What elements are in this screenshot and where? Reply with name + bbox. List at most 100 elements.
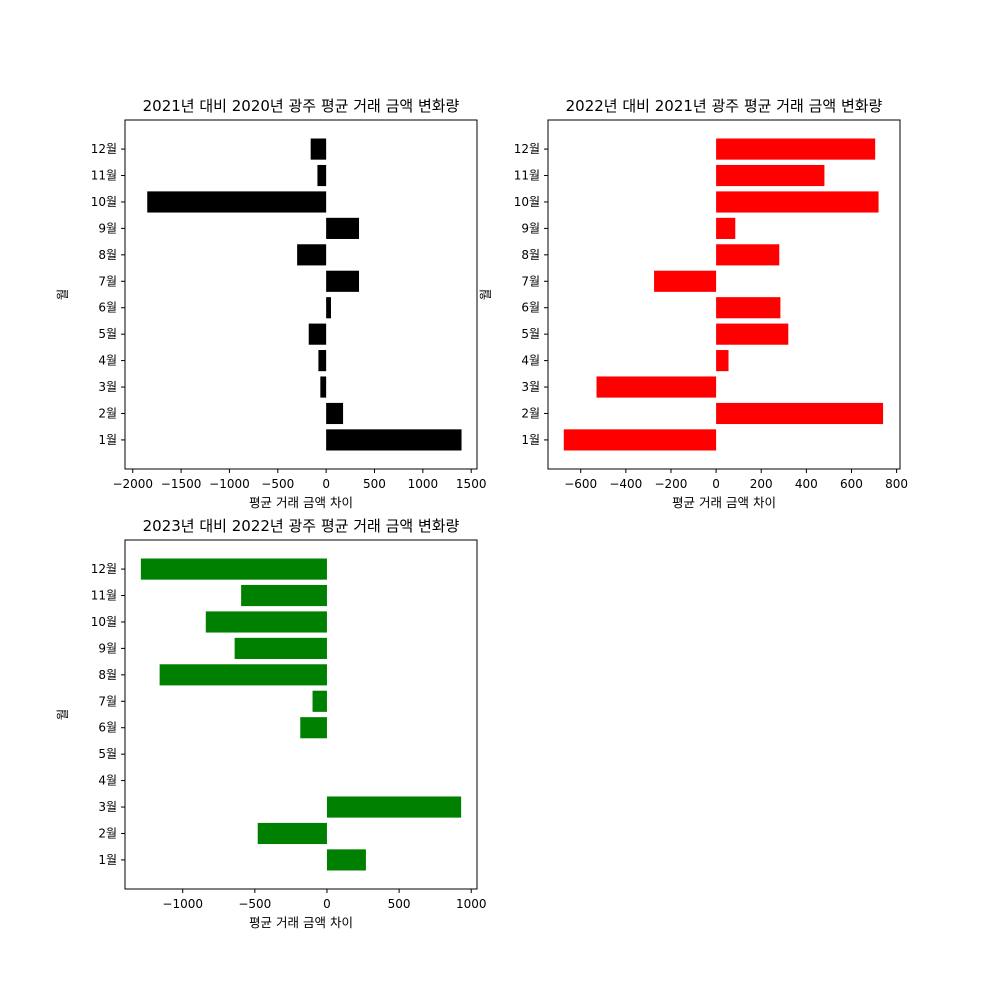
y-tick-label: 4월: [98, 774, 117, 788]
bar-8월: [159, 664, 327, 686]
y-axis-label: 월: [478, 289, 493, 301]
y-tick-label: 3월: [98, 380, 117, 394]
y-tick-label: 12월: [514, 142, 540, 156]
bar-5월: [308, 323, 327, 345]
y-tick-label: 3월: [98, 800, 117, 814]
x-tick-label: 0: [712, 477, 720, 491]
bar-7월: [654, 270, 717, 292]
bar-7월: [312, 690, 327, 712]
y-tick-label: 12월: [91, 562, 117, 576]
chart-2021-vs-2020: 2021년 대비 2020년 광주 평균 거래 금액 변화량 평균 거래 금액 …: [55, 97, 486, 510]
y-tick-label: 2월: [98, 826, 117, 840]
x-tick-label: 0: [322, 477, 330, 491]
y-tick-label: 11월: [514, 169, 540, 183]
bar-3월: [326, 796, 462, 818]
y-tick-label: 10월: [91, 195, 117, 209]
bar-12월: [310, 138, 327, 160]
x-tick-label: 800: [885, 477, 908, 491]
bar-3월: [320, 376, 327, 398]
y-tick-label: 7월: [98, 274, 117, 288]
bar-11월: [241, 584, 327, 607]
bar-8월: [716, 244, 780, 266]
x-axis-label: 평균 거래 금액 차이: [249, 495, 353, 510]
y-tick-label: 3월: [521, 380, 540, 394]
bar-3월: [596, 376, 717, 398]
bar-2월: [257, 822, 327, 845]
bar-10월: [147, 191, 327, 213]
y-tick-label: 2월: [98, 406, 117, 420]
bar-6월: [716, 297, 781, 319]
x-tick-label: 200: [750, 477, 773, 491]
x-axis-label: 평균 거래 금액 차이: [672, 495, 776, 510]
x-tick-label: −500: [261, 477, 294, 491]
chart-2023-vs-2022: 2023년 대비 2022년 광주 평균 거래 금액 변화량 평균 거래 금액 …: [55, 517, 487, 930]
y-tick-label: 1월: [98, 853, 117, 867]
y-tick-label: 11월: [91, 589, 117, 603]
bar-4월: [318, 350, 327, 372]
y-tick-label: 2월: [521, 406, 540, 420]
y-tick-label: 10월: [91, 615, 117, 629]
y-axis-label: 월: [55, 709, 70, 721]
chart-title: 2022년 대비 2021년 광주 평균 거래 금액 변화량: [566, 97, 883, 115]
y-tick-label: 8월: [98, 668, 117, 682]
y-tick-label: 10월: [514, 195, 540, 209]
y-tick-label: 5월: [521, 327, 540, 341]
bar-11월: [716, 164, 825, 187]
x-tick-label: 1000: [408, 477, 439, 491]
y-tick-label: 5월: [98, 327, 117, 341]
x-tick-label: 1000: [456, 897, 487, 911]
x-tick-label: −2000: [112, 477, 153, 491]
bar-5월: [716, 323, 789, 345]
chart-title: 2023년 대비 2022년 광주 평균 거래 금액 변화량: [143, 517, 460, 535]
y-tick-label: 1월: [521, 433, 540, 447]
y-tick-label: 6월: [98, 301, 117, 315]
bar-9월: [234, 637, 327, 659]
bar-1월: [326, 849, 366, 871]
bar-9월: [326, 217, 360, 239]
x-tick-label: 1500: [456, 477, 487, 491]
x-tick-label: 0: [323, 897, 331, 911]
y-tick-label: 9월: [98, 641, 117, 655]
x-tick-label: −500: [238, 897, 271, 911]
x-tick-label: −1500: [161, 477, 202, 491]
bar-1월: [326, 429, 462, 451]
chart-title: 2021년 대비 2020년 광주 평균 거래 금액 변화량: [143, 97, 460, 115]
y-tick-label: 7월: [521, 274, 540, 288]
plot-frame: [124, 119, 478, 470]
plot-frame: [547, 119, 901, 470]
bar-10월: [205, 611, 327, 633]
bar-12월: [716, 138, 876, 160]
x-tick-label: 600: [840, 477, 863, 491]
y-tick-label: 12월: [91, 142, 117, 156]
x-tick-label: −1000: [162, 897, 203, 911]
bar-8월: [297, 244, 327, 266]
y-tick-label: 5월: [98, 747, 117, 761]
x-tick-label: −200: [654, 477, 687, 491]
bar-11월: [317, 164, 327, 187]
bar-6월: [326, 297, 331, 319]
chart-2022-vs-2021: 2022년 대비 2021년 광주 평균 거래 금액 변화량 평균 거래 금액 …: [478, 97, 908, 510]
y-tick-label: 7월: [98, 694, 117, 708]
x-tick-label: 400: [795, 477, 818, 491]
y-tick-label: 4월: [98, 354, 117, 368]
y-tick-label: 9월: [521, 221, 540, 235]
y-tick-label: 1월: [98, 433, 117, 447]
bar-12월: [140, 558, 327, 580]
x-tick-label: −1000: [209, 477, 250, 491]
bar-6월: [300, 717, 327, 739]
x-tick-label: 500: [388, 897, 411, 911]
y-tick-label: 11월: [91, 169, 117, 183]
x-tick-label: −400: [609, 477, 642, 491]
y-tick-label: 6월: [98, 721, 117, 735]
y-tick-label: 8월: [521, 248, 540, 262]
bar-9월: [716, 217, 736, 239]
bar-7월: [326, 270, 360, 292]
bar-2월: [716, 402, 884, 425]
y-tick-label: 6월: [521, 301, 540, 315]
plot-frame: [124, 539, 478, 890]
x-tick-label: −600: [564, 477, 597, 491]
y-tick-label: 9월: [98, 221, 117, 235]
x-tick-label: 500: [363, 477, 386, 491]
y-axis-label: 월: [55, 289, 70, 301]
